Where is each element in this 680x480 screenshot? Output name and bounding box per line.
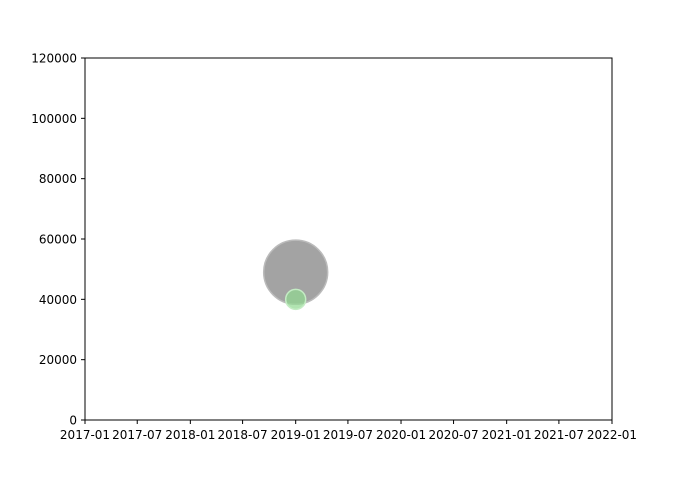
x-tick-label: 2022-01 [587, 428, 637, 442]
y-tick-label: 80000 [39, 172, 77, 186]
points-layer [262, 239, 329, 311]
y-tick-label: 0 [69, 414, 77, 428]
data-point [284, 288, 307, 311]
x-axis: 2017-01 2017-07 2018-01 2018-07 2019-01 2019-… [60, 420, 637, 442]
y-tick-label: 100000 [31, 112, 77, 126]
x-tick-label: 2019-01 [271, 428, 321, 442]
x-tick-label: 2018-01 [165, 428, 215, 442]
x-tick-label: 2017-07 [112, 428, 162, 442]
y-tick-label: 20000 [39, 353, 77, 367]
x-tick-label: 2021-01 [482, 428, 532, 442]
x-tick-label: 2018-07 [218, 428, 268, 442]
x-tick-label: 2020-01 [376, 428, 426, 442]
y-tick-label: 60000 [39, 233, 77, 247]
y-tick-label: 120000 [31, 52, 77, 66]
x-tick-label: 2017-01 [60, 428, 110, 442]
x-tick-label: 2021-07 [534, 428, 584, 442]
y-tick-label: 40000 [39, 293, 77, 307]
plot-area-frame [84, 57, 613, 421]
x-tick-label: 2019-07 [323, 428, 373, 442]
x-tick-label: 2020-07 [428, 428, 478, 442]
y-axis: 0 20000 40000 60000 80000 100000 120000 [31, 52, 85, 428]
